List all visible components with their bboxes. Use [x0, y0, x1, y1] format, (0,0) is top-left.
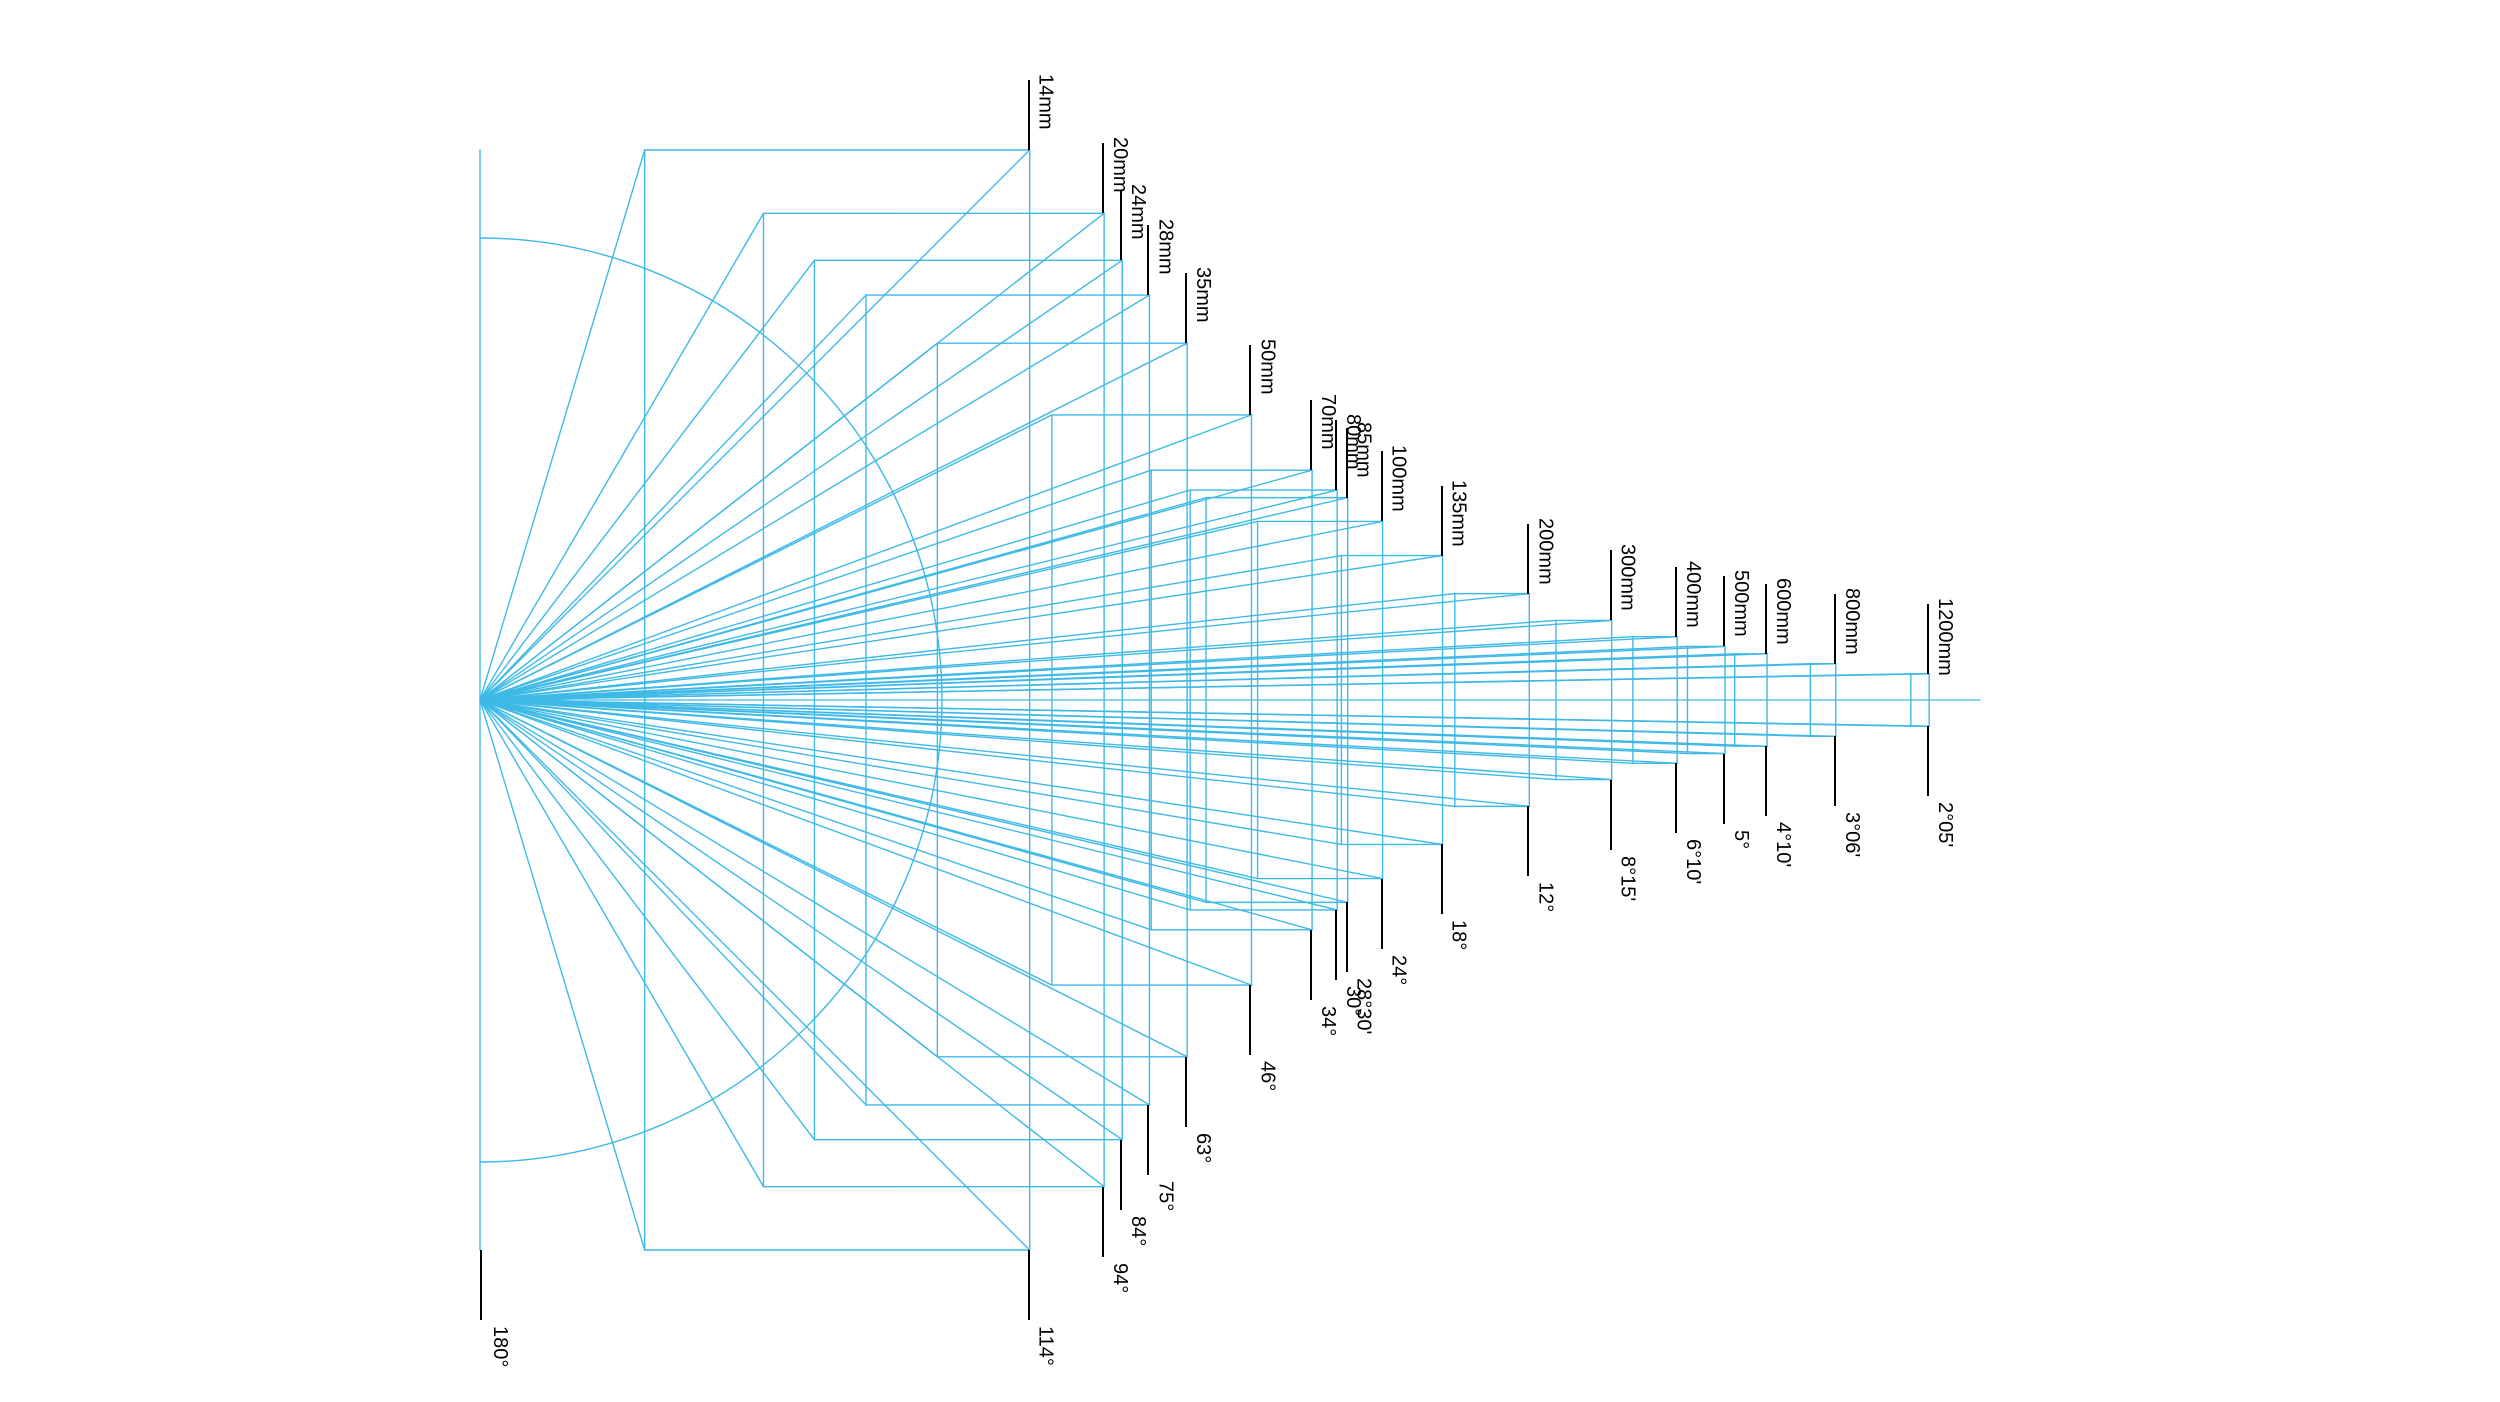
tick-focal-0 — [1028, 80, 1030, 150]
label-focal-16: 800mm — [1842, 588, 1862, 655]
tick-focal-5 — [1249, 345, 1251, 415]
tick-angle-7 — [1335, 910, 1337, 980]
diagram-svg — [0, 0, 2500, 1402]
tick-angle-17 — [1927, 726, 1929, 796]
tick-angle-0 — [1028, 1250, 1030, 1320]
label-angle-4: 63° — [1193, 1133, 1213, 1163]
tick-focal-17 — [1927, 604, 1929, 674]
label-angle-17: 2°05' — [1935, 802, 1955, 847]
tick-angle-15 — [1765, 746, 1767, 816]
tick-focal-4 — [1185, 273, 1187, 343]
label-angle-13: 6°10' — [1683, 839, 1703, 884]
label-angle-1: 94° — [1110, 1263, 1130, 1293]
tick-angle-16 — [1834, 736, 1836, 806]
tick-angle-9 — [1381, 879, 1383, 949]
label-angle-6: 34° — [1318, 1006, 1338, 1036]
tick-focal-12 — [1610, 550, 1612, 620]
label-angle-12: 8°15' — [1618, 856, 1638, 901]
tick-angle-3 — [1147, 1105, 1149, 1175]
label-focal-2: 24mm — [1128, 184, 1148, 240]
label-angle-8: 28°30' — [1354, 978, 1374, 1034]
tick-focal-13 — [1675, 567, 1677, 637]
tick-angle-1 — [1102, 1187, 1104, 1257]
tick-angle-10 — [1441, 844, 1443, 914]
label-focal-0: 14mm — [1036, 74, 1056, 130]
tick-focal-2 — [1120, 190, 1122, 260]
tick-focal-15 — [1765, 584, 1767, 654]
tick-focal-14 — [1723, 576, 1725, 646]
label-focal-14: 500mm — [1731, 570, 1751, 637]
focal-length-diagram: 14mm114°20mm94°24mm84°28mm75°35mm63°50mm… — [0, 0, 2500, 1402]
tick-angle-13 — [1675, 763, 1677, 833]
tick-focal-11 — [1527, 524, 1529, 594]
label-angle-2: 84° — [1128, 1216, 1148, 1246]
label-focal-8: 85mm — [1354, 422, 1374, 478]
label-angle-3: 75° — [1155, 1181, 1175, 1211]
tick-focal-6 — [1310, 400, 1312, 470]
label-focal-9: 100mm — [1389, 445, 1409, 512]
tick-angle-11 — [1527, 806, 1529, 876]
label-focal-17: 1200mm — [1935, 598, 1955, 676]
tick-angle-14 — [1723, 754, 1725, 824]
tick-angle-12 — [1610, 780, 1612, 850]
tick-angle-6 — [1310, 930, 1312, 1000]
label-180: 180° — [490, 1326, 510, 1367]
tick-focal-10 — [1441, 486, 1443, 556]
label-focal-3: 28mm — [1155, 219, 1175, 275]
label-focal-13: 400mm — [1683, 561, 1703, 628]
label-focal-5: 50mm — [1257, 339, 1277, 395]
tick-focal-16 — [1834, 594, 1836, 664]
label-angle-16: 3°06' — [1842, 812, 1862, 857]
label-angle-9: 24° — [1389, 955, 1409, 985]
tick-focal-9 — [1381, 451, 1383, 521]
label-angle-11: 12° — [1535, 882, 1555, 912]
label-focal-11: 200mm — [1535, 518, 1555, 585]
tick-angle-4 — [1185, 1057, 1187, 1127]
label-focal-12: 300mm — [1618, 544, 1638, 611]
tick-focal-3 — [1147, 225, 1149, 295]
tick-angle-2 — [1120, 1140, 1122, 1210]
tick-focal-8 — [1346, 428, 1348, 498]
label-angle-0: 114° — [1036, 1326, 1056, 1366]
label-angle-15: 4°10' — [1773, 822, 1793, 867]
label-angle-5: 46° — [1257, 1061, 1277, 1091]
tick-180 — [480, 1250, 482, 1320]
label-focal-10: 135mm — [1449, 480, 1469, 547]
tick-focal-1 — [1102, 143, 1104, 213]
label-focal-15: 600mm — [1773, 578, 1793, 645]
tick-angle-5 — [1249, 985, 1251, 1055]
tick-focal-7 — [1335, 420, 1337, 490]
label-angle-14: 5° — [1731, 830, 1751, 849]
tick-angle-8 — [1346, 902, 1348, 972]
label-focal-4: 35mm — [1193, 267, 1213, 323]
label-angle-10: 18° — [1449, 920, 1469, 950]
